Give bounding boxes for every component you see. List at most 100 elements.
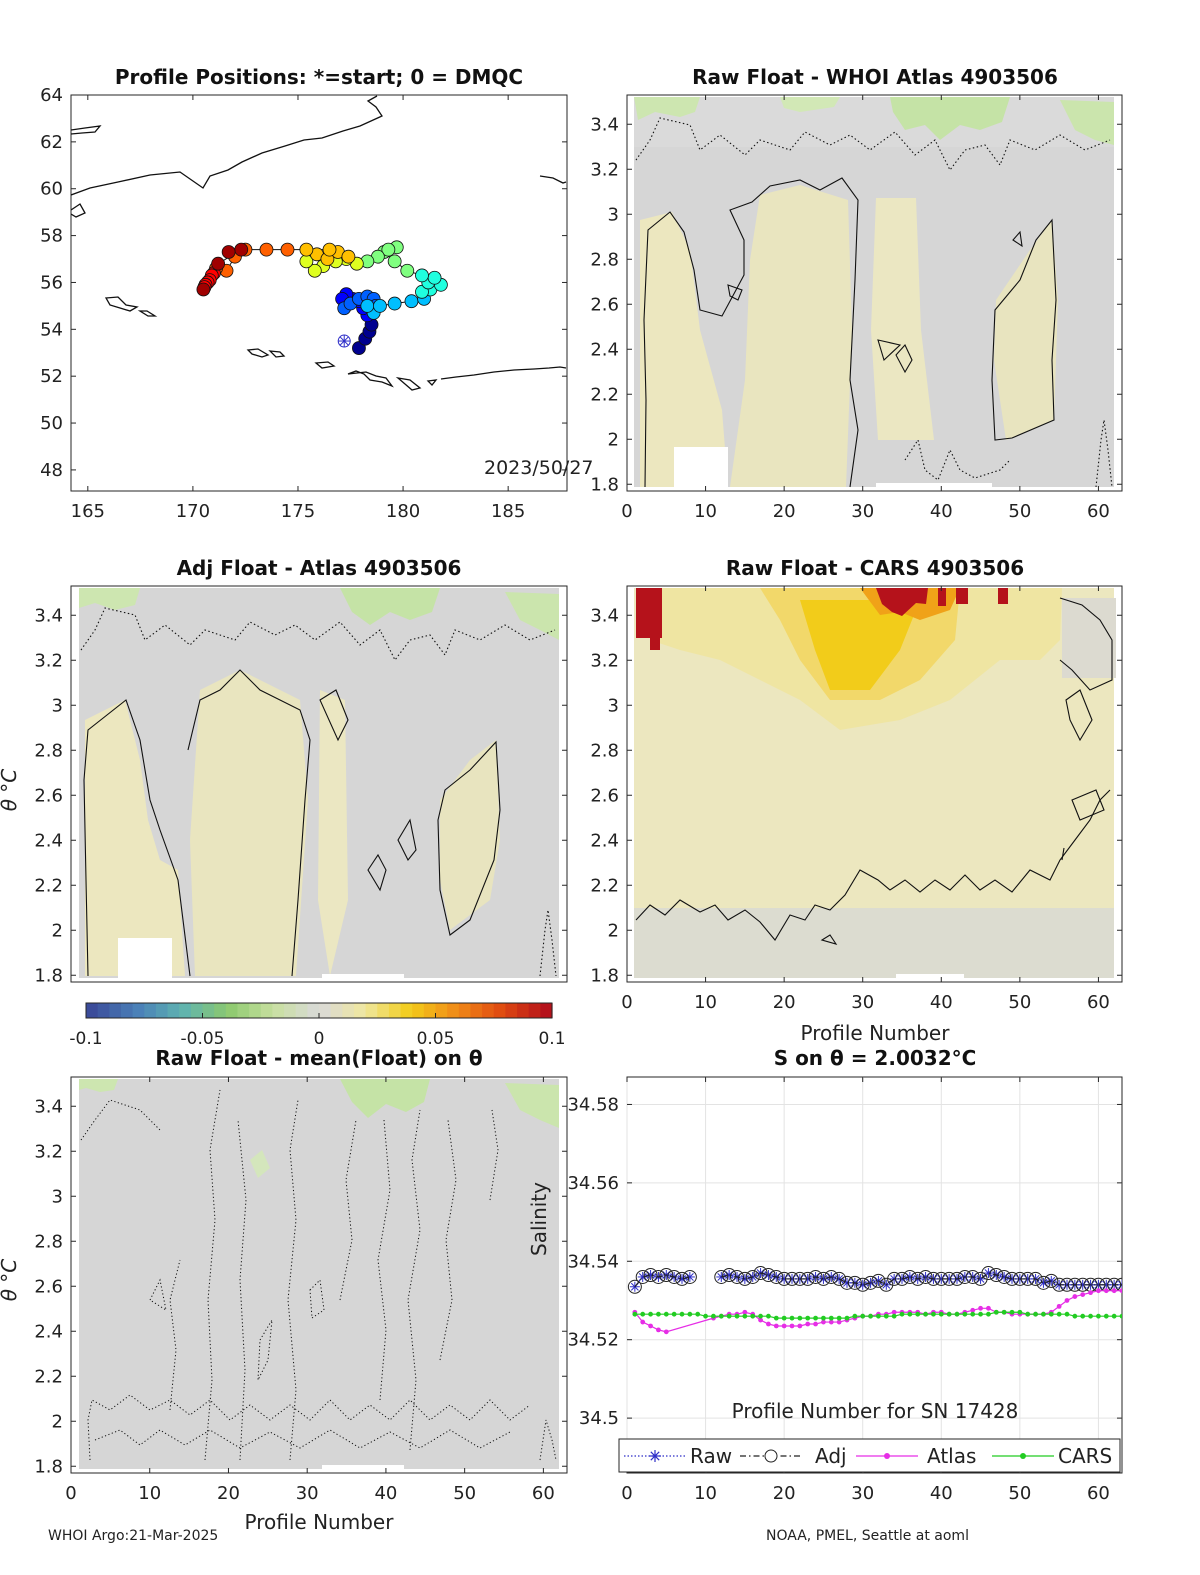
y-tick-label: 2 (608, 429, 619, 450)
point-raw (1118, 1280, 1122, 1286)
point-adj (1067, 1277, 1082, 1292)
salinity-legend: Raw Adj Atlas CARS (618, 1438, 1121, 1473)
point-cars (1041, 1311, 1046, 1317)
colorbar-cell (272, 1003, 285, 1018)
point-cars (1064, 1311, 1070, 1317)
point-adj (989, 1268, 1004, 1282)
profile-position (211, 256, 226, 271)
colorbar-cell (179, 1003, 192, 1018)
point-adj (1012, 1271, 1027, 1286)
profile-position (404, 294, 419, 309)
y-tick-label: 3 (52, 695, 63, 716)
y-tick-label: 2.4 (34, 830, 63, 851)
point-atlas (1088, 1290, 1093, 1296)
point-raw (937, 1274, 946, 1283)
point-atlas (813, 1321, 818, 1327)
point-adj (840, 1275, 854, 1290)
point-cars (797, 1315, 803, 1321)
x-tick-label: 175 (281, 501, 315, 522)
point-cars (923, 1311, 928, 1317)
y-tick-label: 2 (608, 920, 619, 941)
point-adj (1036, 1275, 1051, 1290)
colorbar-cell (109, 1003, 122, 1018)
point-cars (844, 1315, 850, 1321)
point-adj (895, 1271, 909, 1286)
point-adj (1020, 1271, 1035, 1286)
point-adj (635, 1269, 650, 1284)
y-tick-label: 2.2 (34, 1366, 63, 1387)
x-tick-label: 0 (621, 501, 632, 522)
adj-atlas-contours (83, 669, 501, 977)
x-tick-label: 0 (621, 1483, 632, 1504)
colorbar-cell (365, 1003, 378, 1018)
y-tick-label: 34.5 (579, 1408, 619, 1429)
point-adj (910, 1271, 925, 1286)
adj-atlas-dotted-contours (80, 607, 557, 977)
point-cars (1111, 1313, 1117, 1319)
x-tick-label: 10 (694, 992, 717, 1013)
point-atlas (1103, 1288, 1109, 1294)
raw-mean-title: Raw Float - mean(Float) on θ (155, 1046, 482, 1070)
legend-marker-raw (650, 1451, 660, 1461)
point-cars (805, 1315, 811, 1321)
point-adj (808, 1269, 823, 1284)
y-tick-label: 2 (52, 920, 63, 941)
raw-mean-axes: 0 10 20 30 40 50 60 1.8 2 2.2 2.4 2.6 2.8 3 3.2 3.4 (34, 1077, 567, 1504)
point-cars (766, 1313, 771, 1319)
y-tick-label: 3.4 (590, 605, 619, 626)
y-tick-label: 54 (40, 319, 63, 340)
profile-position (196, 282, 211, 297)
point-adj (847, 1275, 862, 1290)
colorbar-gradient (86, 1003, 553, 1018)
point-cars (852, 1313, 858, 1319)
y-tick-label: 34.56 (567, 1173, 619, 1194)
point-cars (1025, 1311, 1031, 1317)
x-tick-label: 30 (851, 992, 874, 1013)
point-adj (737, 1271, 752, 1286)
point-cars (726, 1313, 732, 1319)
y-tick-label: 3 (608, 204, 619, 225)
colorbar-cell (190, 1003, 204, 1018)
point-cars (978, 1311, 983, 1317)
point-cars (711, 1313, 716, 1319)
raw-atlas-panel: Raw Float - WHOI Atlas 4903506 (590, 65, 1123, 522)
y-tick-label: 2.2 (34, 875, 63, 896)
point-raw (1039, 1278, 1048, 1287)
colorbar-cell (423, 1003, 437, 1018)
point-cars (1072, 1313, 1078, 1319)
y-tick-label: 1.8 (34, 1456, 63, 1477)
point-adj (777, 1271, 792, 1286)
y-tick-label: 2.6 (34, 1276, 63, 1297)
profile-position (373, 298, 387, 313)
colorbar-cell (144, 1003, 157, 1018)
profile-position (341, 249, 356, 264)
adj-atlas-heatmap (79, 588, 559, 980)
point-cars (742, 1313, 748, 1319)
point-cars (656, 1311, 661, 1317)
colorbar-cell (435, 1003, 448, 1018)
raw-atlas-contours (643, 177, 1057, 488)
coastline (71, 95, 567, 391)
y-tick-label: 2.2 (590, 875, 619, 896)
point-cars (687, 1311, 693, 1317)
point-raw (1023, 1274, 1032, 1283)
point-atlas (828, 1319, 834, 1325)
point-atlas (781, 1323, 787, 1329)
point-cars (1080, 1313, 1086, 1319)
profile-position (259, 242, 274, 257)
raw-mean-ylabel: θ °C (0, 1259, 21, 1302)
point-adj (997, 1269, 1012, 1284)
colorbar-cell (132, 1003, 145, 1018)
legend-marker-cars (1020, 1453, 1026, 1459)
point-cars (1001, 1309, 1007, 1315)
point-cars (632, 1311, 638, 1317)
colorbar-cell (225, 1003, 239, 1018)
map-date-label: 2023/50/27 (484, 457, 594, 479)
point-cars (640, 1311, 646, 1317)
point-atlas (821, 1319, 826, 1325)
y-tick-label: 3.2 (34, 1141, 63, 1162)
legend-label-raw: Raw (690, 1444, 732, 1468)
colorbar-cell (400, 1003, 413, 1018)
point-atlas (1056, 1303, 1062, 1309)
